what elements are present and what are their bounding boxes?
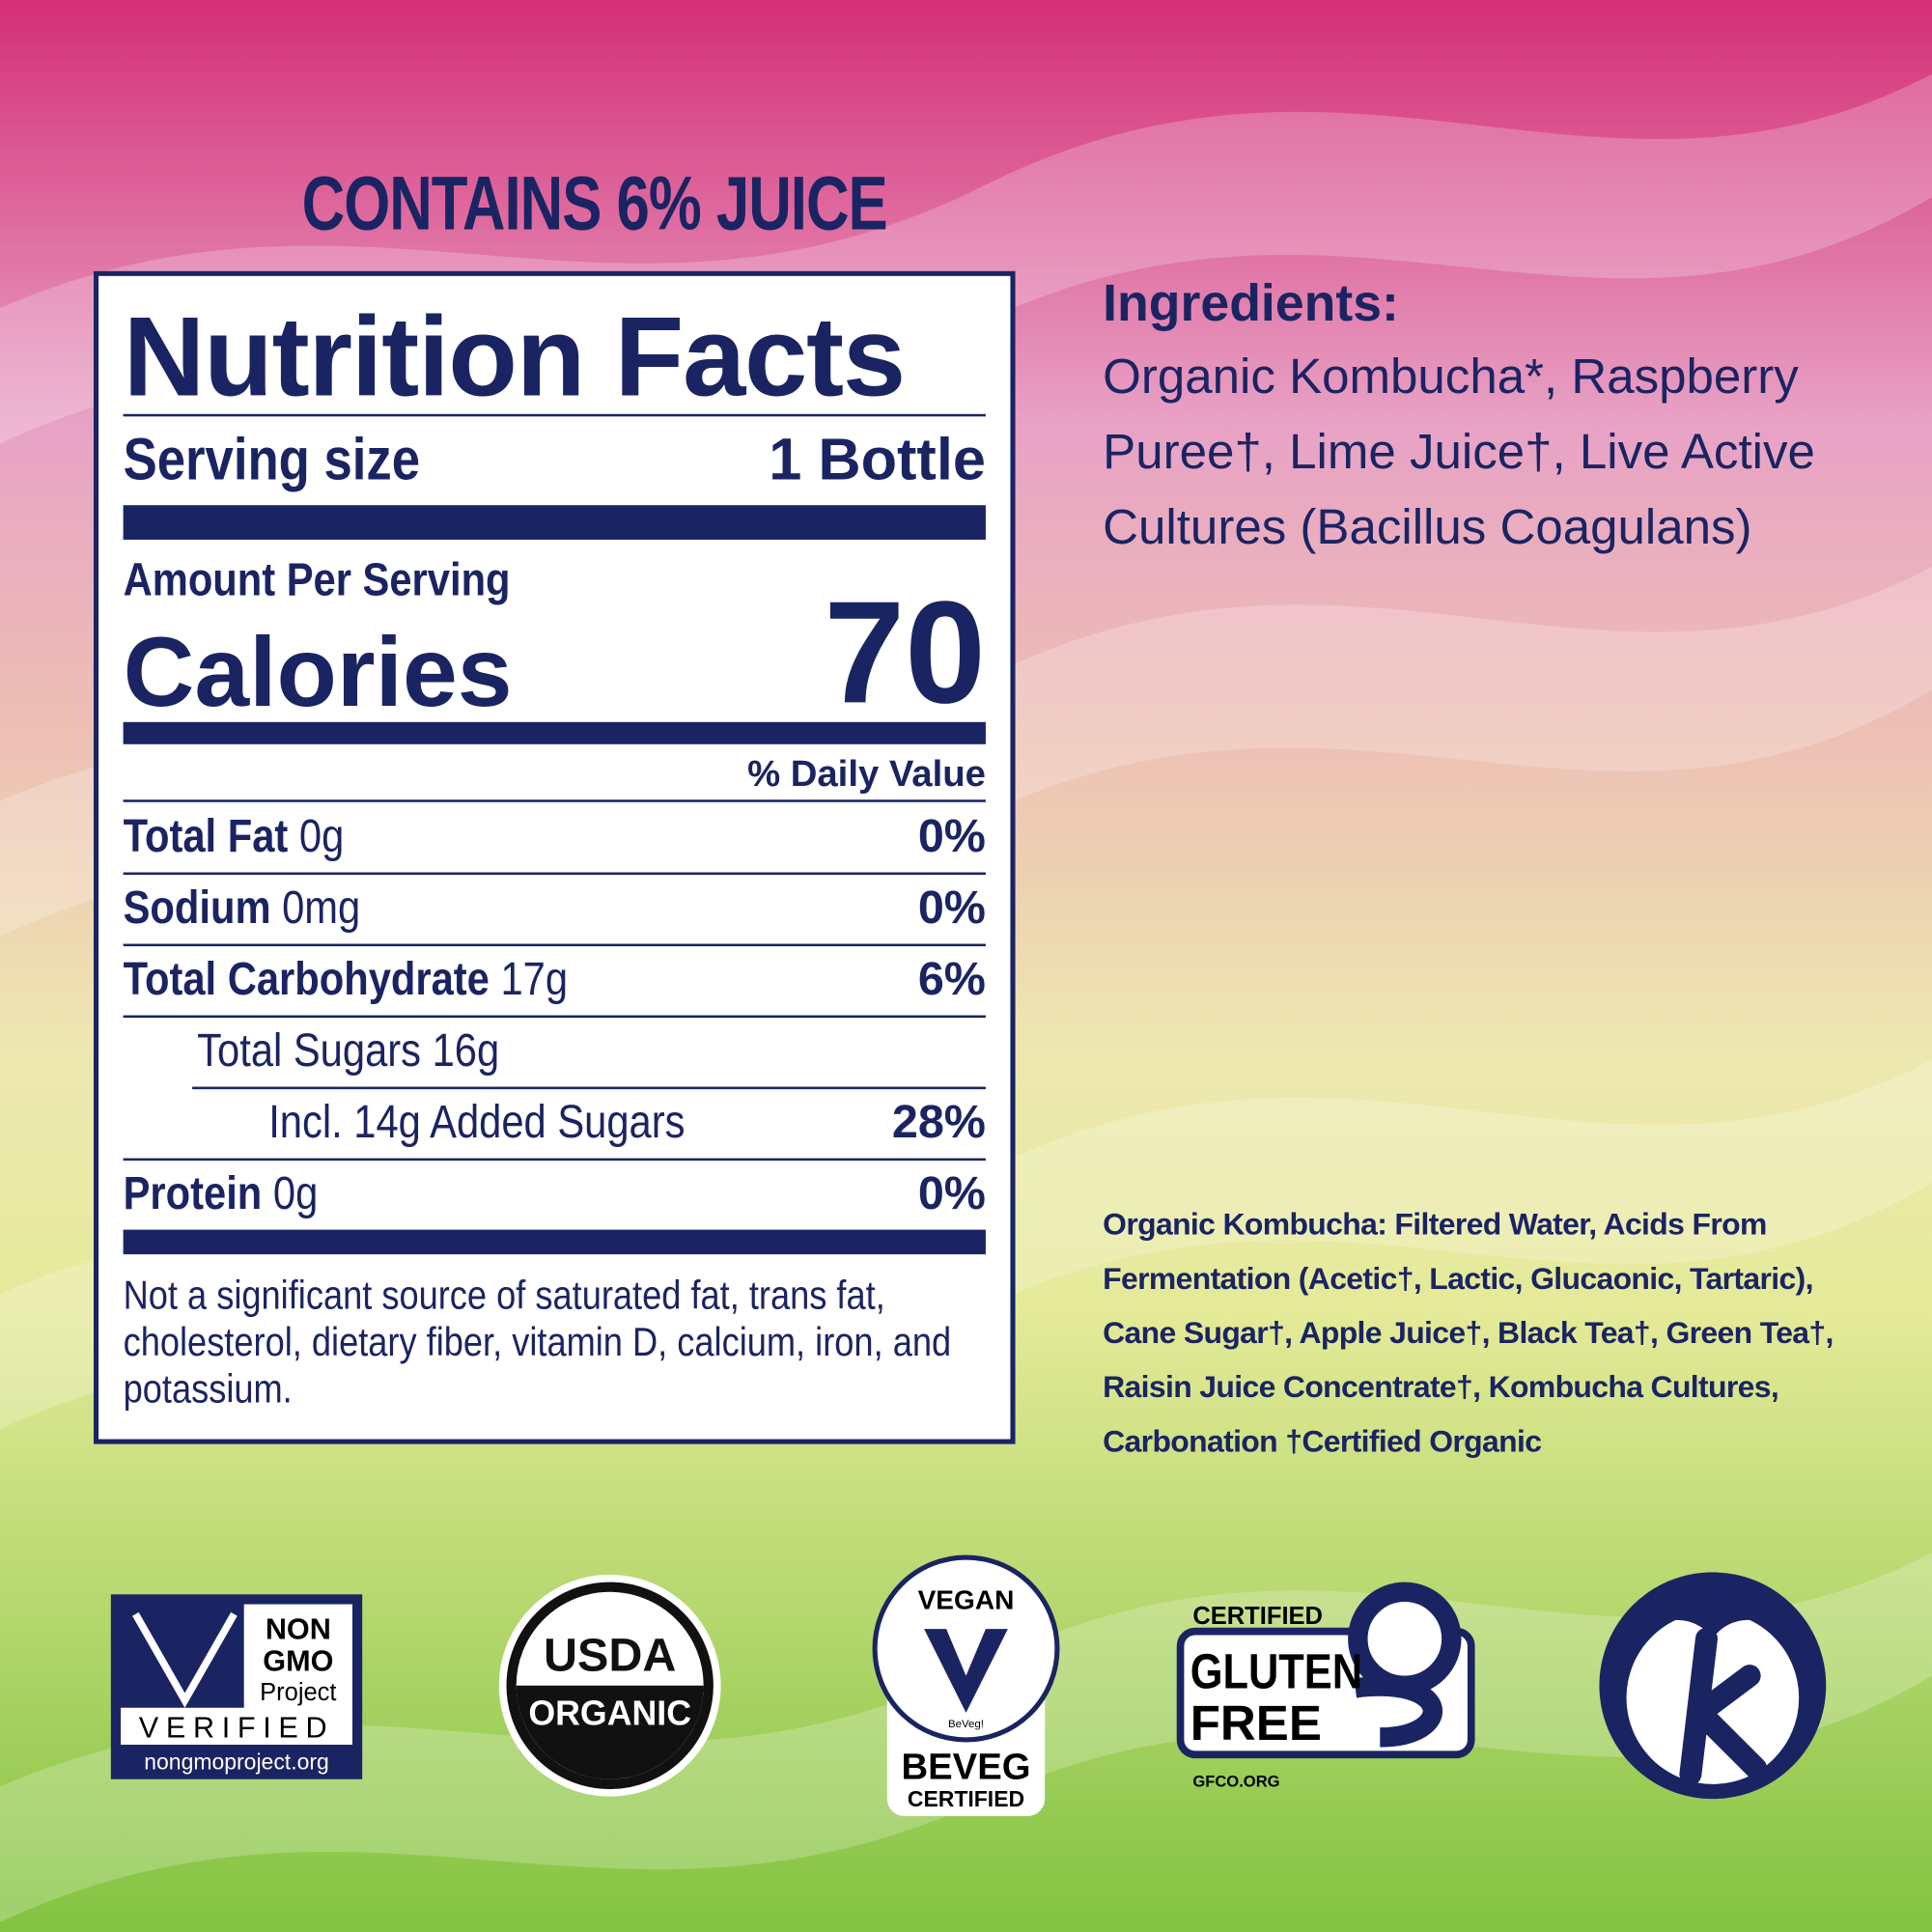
nutrient-name: Incl. 14g Added Sugars xyxy=(268,1096,686,1149)
ingredients: Ingredients: Organic Kombucha*, Raspberr… xyxy=(1103,273,1830,565)
ingredients-text: Organic Kombucha*, Raspberry Puree†, Lim… xyxy=(1103,350,1815,555)
nutrient-name: Protein xyxy=(123,1167,263,1220)
nutrient-amount: 0g xyxy=(298,810,345,863)
badge-text: CERTIFIED xyxy=(1192,1603,1323,1630)
footnote: Not a significant source of saturated fa… xyxy=(123,1271,952,1412)
nutrient-dv: 0% xyxy=(917,810,986,863)
badges: NON GMO Project VERIFIED nongmoproject.o… xyxy=(110,1554,1827,1817)
nutrient-name: Total Sugars 16g xyxy=(197,1024,500,1078)
dv-header: % Daily Value xyxy=(747,754,986,796)
badge-text: Project xyxy=(260,1679,336,1706)
nutrient-amount: 17g xyxy=(500,953,569,1006)
badge-text: VEGAN xyxy=(918,1585,1015,1615)
rule xyxy=(123,413,986,417)
nutrient-row: Total Fat 0g 0% xyxy=(124,811,986,864)
nutrient-name: Total Fat xyxy=(123,810,289,863)
nutrient-dv: 6% xyxy=(917,953,986,1006)
rule xyxy=(123,721,986,744)
nutrient-row: Total Sugars 16g xyxy=(197,1025,986,1078)
nutrient-name: Sodium xyxy=(123,882,271,935)
kombucha-note: Organic Kombucha: Filtered Water, Acids … xyxy=(1103,1207,1834,1459)
brand-logo xyxy=(1599,1572,1827,1800)
amount-label: Amount Per Serving xyxy=(124,554,986,607)
nutrient-dv: 0% xyxy=(917,1167,986,1220)
calories-label: Calories xyxy=(123,617,513,727)
badge-text: GLUTEN xyxy=(1190,1644,1362,1699)
serving-label: Serving size xyxy=(123,427,421,493)
nutrient-row: Total Carbohydrate 17g 6% xyxy=(124,954,986,1007)
nutrient-dv: 0% xyxy=(917,882,986,935)
nutrition-title: Nutrition Facts xyxy=(123,294,907,421)
rule xyxy=(192,1086,986,1090)
calories-value: 70 xyxy=(824,572,986,735)
badge-text: FREE xyxy=(1190,1695,1322,1750)
beveg-badge: VEGAN BeVeg! BEVEG CERTIFIED xyxy=(872,1554,1060,1817)
badge-text: GFCO.ORG xyxy=(1192,1772,1279,1790)
badge-text: GMO xyxy=(263,1644,333,1677)
badge-text: CERTIFIED xyxy=(908,1786,1024,1811)
nutrient-row: Protein 0g 0% xyxy=(124,1168,986,1221)
rule xyxy=(123,1015,986,1019)
serving-row: Serving size 1 Bottle xyxy=(124,427,986,494)
nutrient-name: Total Carbohydrate xyxy=(123,953,490,1006)
rule xyxy=(123,505,986,540)
nutrient-row: Sodium 0mg 0% xyxy=(124,882,986,936)
nutrient-row: Incl. 14g Added Sugars 28% xyxy=(268,1097,986,1150)
nutrition-panel: Nutrition Facts Serving size 1 Bottle Am… xyxy=(93,270,1016,1444)
rule xyxy=(123,872,986,876)
badge-text: ORGANIC xyxy=(528,1694,691,1733)
rule xyxy=(123,1158,986,1162)
juice-claim: CONTAINS 6% JUICE xyxy=(301,161,888,247)
nutrient-amount: 0mg xyxy=(282,882,361,935)
badge-text: VERIFIED xyxy=(139,1711,334,1744)
badge-text: nongmoproject.org xyxy=(144,1750,329,1775)
rule xyxy=(123,943,986,947)
badge-text: BEVEG xyxy=(902,1747,1031,1788)
nongmo-badge: NON GMO Project VERIFIED nongmoproject.o… xyxy=(110,1594,363,1779)
serving-value: 1 Bottle xyxy=(769,427,986,493)
gluten-badge: CERTIFIED GLUTEN FREE GFCO.ORG xyxy=(1176,1582,1475,1790)
badge-text: BeVeg! xyxy=(948,1719,984,1730)
rule xyxy=(123,799,986,802)
ingredients-title: Ingredients: xyxy=(1103,273,1399,332)
badge-text: USDA xyxy=(544,1629,676,1681)
badge-text: NON xyxy=(266,1612,331,1645)
nutrient-amount: 0g xyxy=(272,1167,319,1220)
usda-badge: USDA ORGANIC xyxy=(498,1574,721,1797)
amount-label-text: Amount Per Serving xyxy=(123,554,511,606)
rule xyxy=(123,1229,986,1255)
nutrient-dv: 28% xyxy=(891,1096,986,1149)
